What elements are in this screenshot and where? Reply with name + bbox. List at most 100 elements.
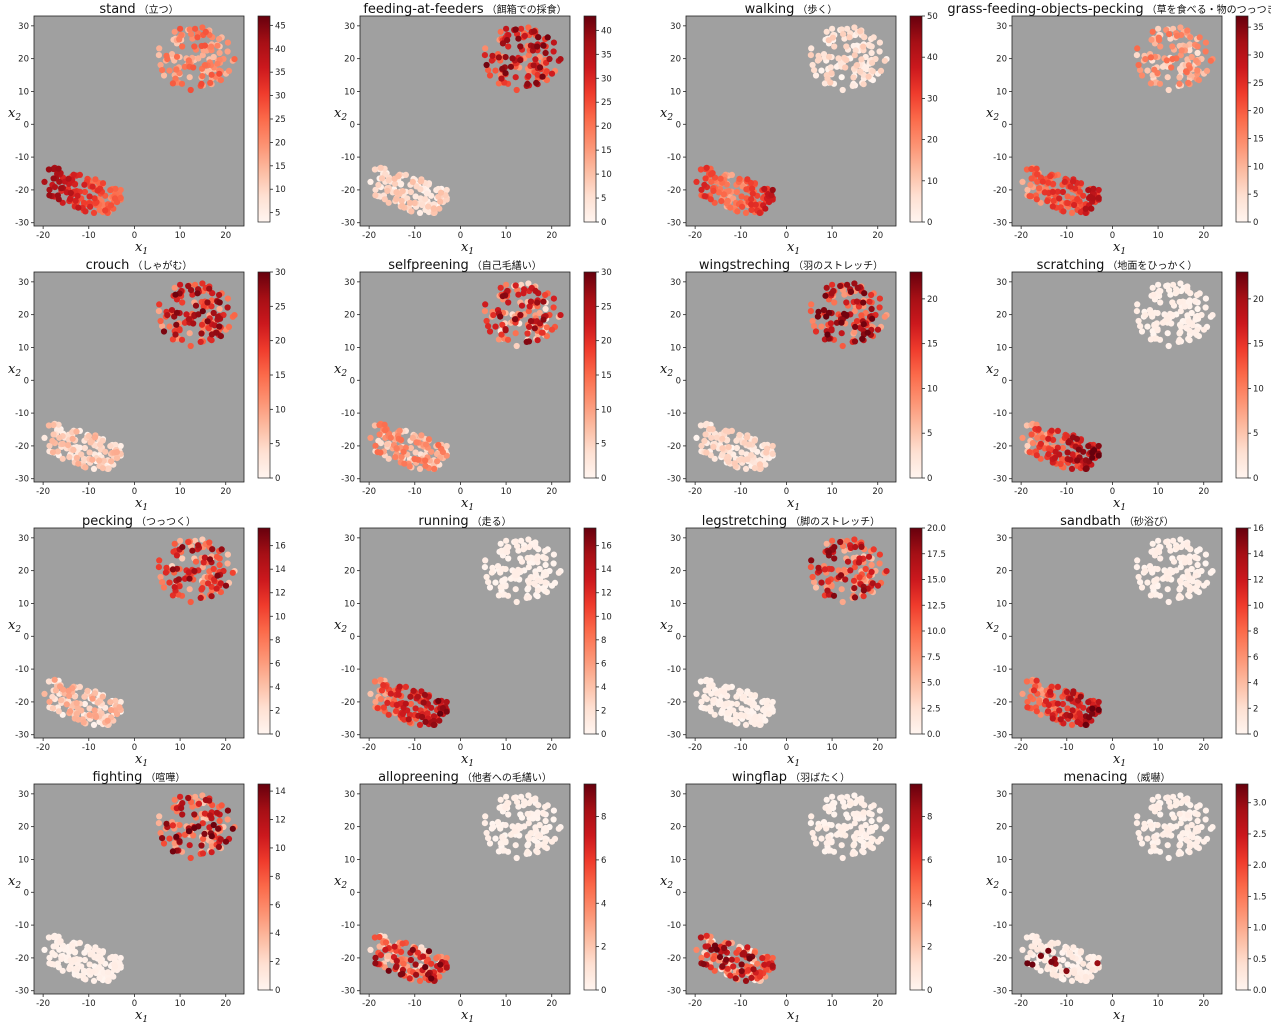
scatter-point: [881, 313, 888, 320]
scatter-point: [1163, 538, 1170, 546]
scatter-point: [374, 449, 381, 456]
x-axis-label: x1: [461, 496, 474, 513]
scatter-point: [1056, 707, 1063, 714]
y-tick-label: 30: [670, 790, 681, 800]
scatter-point: [743, 186, 750, 193]
colorbar: [1235, 271, 1249, 479]
scatter-point: [536, 832, 544, 839]
scatter-point: [1196, 34, 1203, 41]
scatter-point: [876, 304, 883, 311]
scatter-point: [376, 933, 383, 941]
scatter-point: [94, 699, 101, 706]
scatter-point: [410, 687, 417, 695]
scatter-point: [835, 55, 842, 62]
colorbar-tick-label: 10.0: [927, 627, 946, 637]
scatter-point: [224, 816, 231, 823]
y-axis-label: x2: [334, 618, 347, 635]
colorbar-tick-label: 12: [1253, 576, 1264, 586]
scatter-point: [179, 811, 186, 818]
scatter-point: [102, 207, 109, 214]
scatter-point: [720, 191, 728, 198]
x-axis-label: x1: [787, 1008, 800, 1024]
scatter-point: [507, 63, 514, 70]
colorbar-tick-label: 0: [275, 986, 280, 996]
scatter-point: [1194, 838, 1201, 845]
scatter-point: [1067, 183, 1074, 190]
scatter-point: [393, 708, 400, 715]
scatter-point: [71, 181, 78, 188]
scatter-point: [818, 579, 825, 586]
scatter-point: [1176, 80, 1183, 87]
scatter-point: [1069, 690, 1077, 697]
x-tick-label: 0: [784, 487, 789, 497]
x-tick-label: 20: [1198, 231, 1209, 241]
scatter-point: [515, 291, 522, 298]
scatter-point: [531, 28, 538, 35]
scatter-point: [171, 796, 178, 803]
scatter-point: [512, 26, 519, 33]
scatter-point: [736, 687, 743, 695]
scatter-point: [199, 52, 206, 59]
scatter-point: [837, 282, 844, 290]
scatter-point: [398, 453, 405, 460]
scatter-point: [405, 716, 412, 723]
scatter-point: [1156, 287, 1163, 295]
x-tick-label: -10: [408, 999, 422, 1009]
scatter-point: [495, 80, 502, 87]
scatter-point: [839, 342, 846, 350]
scatter-point: [1033, 677, 1040, 684]
scatter-point: [698, 186, 705, 193]
scatter-point: [847, 567, 854, 574]
x-tick-label: -20: [688, 999, 702, 1009]
scatter-point: [512, 74, 519, 81]
scatter-point: [708, 178, 715, 185]
scatter-point: [1194, 67, 1201, 74]
scatter-point: [1069, 954, 1076, 961]
scatter-point: [1195, 77, 1202, 84]
scatter-point: [838, 794, 845, 801]
scatter-point: [208, 71, 215, 78]
x-tick-label: 20: [872, 999, 883, 1009]
scatter-point: [534, 843, 542, 850]
scatter-point: [216, 70, 223, 77]
scatter-point: [171, 28, 178, 35]
scatter-point: [443, 708, 450, 715]
scatter-point: [876, 48, 883, 55]
x-axis-label: x1: [461, 240, 474, 257]
scatter-point: [823, 825, 830, 832]
scatter-points: [367, 280, 564, 472]
scatter-point: [1060, 208, 1067, 215]
scatter-point: [1165, 854, 1172, 862]
scatter-point: [823, 796, 830, 803]
scatter-point: [728, 956, 735, 963]
scatter-point: [1140, 825, 1147, 832]
scatter-point: [187, 86, 194, 94]
scatter-point: [526, 543, 533, 551]
scatter-point: [495, 592, 502, 599]
y-axis-label: x2: [334, 362, 347, 379]
scatter-point: [858, 56, 865, 63]
x-tick-label: -10: [82, 743, 96, 753]
scatter-point: [1200, 326, 1208, 333]
scatter-point: [1028, 175, 1035, 182]
scatter-point: [1195, 827, 1202, 834]
scatter-point: [807, 308, 815, 315]
scatter-point: [404, 195, 411, 202]
scatter-point: [183, 311, 190, 318]
scatter-point: [157, 61, 164, 69]
scatter-point: [166, 323, 173, 330]
scatter-point: [157, 829, 164, 837]
scatter-point: [1059, 700, 1066, 708]
scatter-point: [843, 811, 850, 818]
scatter-point: [833, 831, 841, 838]
scatter-point: [1196, 546, 1203, 553]
scatter-point: [724, 197, 731, 204]
scatter-point: [535, 34, 542, 41]
scatter-point: [1157, 43, 1164, 50]
scatter-point: [195, 55, 202, 62]
scatter-point: [1164, 575, 1171, 582]
scatter-point: [1189, 834, 1196, 841]
scatter-point: [90, 721, 98, 729]
scatter-point: [393, 196, 400, 203]
scatter-point: [112, 441, 119, 448]
